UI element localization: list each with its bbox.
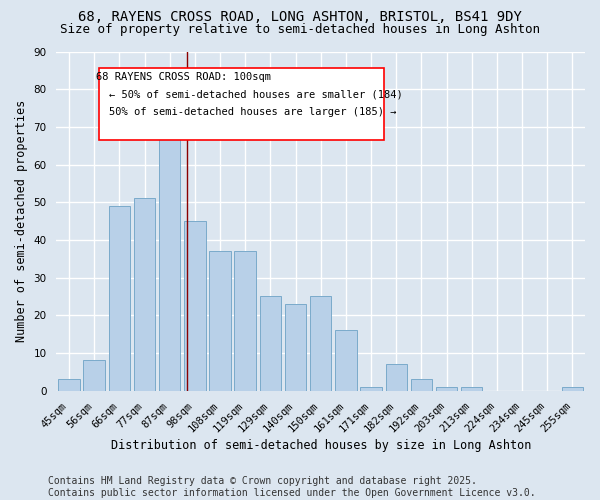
- Bar: [436, 387, 457, 390]
- Bar: [386, 364, 407, 390]
- Bar: [461, 387, 482, 390]
- Bar: [285, 304, 306, 390]
- Bar: [134, 198, 155, 390]
- Bar: [209, 251, 231, 390]
- Bar: [58, 380, 80, 390]
- Y-axis label: Number of semi-detached properties: Number of semi-detached properties: [15, 100, 28, 342]
- Text: Size of property relative to semi-detached houses in Long Ashton: Size of property relative to semi-detach…: [60, 22, 540, 36]
- Bar: [361, 387, 382, 390]
- Text: 50% of semi-detached houses are larger (185) →: 50% of semi-detached houses are larger (…: [109, 108, 397, 118]
- Text: Contains HM Land Registry data © Crown copyright and database right 2025.
Contai: Contains HM Land Registry data © Crown c…: [48, 476, 536, 498]
- Text: ← 50% of semi-detached houses are smaller (184): ← 50% of semi-detached houses are smalle…: [109, 90, 403, 100]
- Bar: [83, 360, 105, 390]
- FancyBboxPatch shape: [98, 68, 384, 140]
- Bar: [562, 387, 583, 390]
- Bar: [159, 127, 181, 390]
- Text: 68, RAYENS CROSS ROAD, LONG ASHTON, BRISTOL, BS41 9DY: 68, RAYENS CROSS ROAD, LONG ASHTON, BRIS…: [78, 10, 522, 24]
- Text: 68 RAYENS CROSS ROAD: 100sqm: 68 RAYENS CROSS ROAD: 100sqm: [96, 72, 271, 82]
- Bar: [260, 296, 281, 390]
- Bar: [109, 206, 130, 390]
- Bar: [335, 330, 356, 390]
- X-axis label: Distribution of semi-detached houses by size in Long Ashton: Distribution of semi-detached houses by …: [110, 440, 531, 452]
- Bar: [310, 296, 331, 390]
- Bar: [235, 251, 256, 390]
- Bar: [410, 380, 432, 390]
- Bar: [184, 221, 206, 390]
